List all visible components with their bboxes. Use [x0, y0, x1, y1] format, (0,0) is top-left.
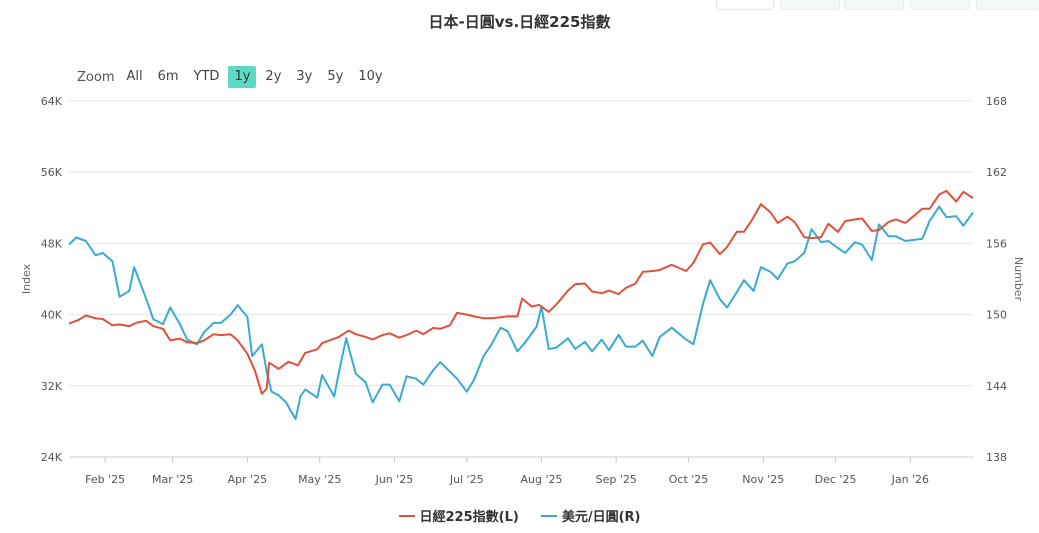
toolbar-button[interactable]	[780, 0, 840, 10]
range-button-10y[interactable]: 10y	[358, 69, 383, 84]
y-left-tick-label: 48K	[41, 237, 63, 250]
chart-title: 日本-日圓vs.日經225指數	[428, 13, 611, 31]
toolbar-buttons	[716, 0, 1039, 10]
range-button-3y[interactable]: 3y	[296, 69, 313, 84]
y-axis-left-title: Index	[20, 263, 33, 294]
x-tick-label: Jan '26	[891, 473, 929, 486]
range-button-6m[interactable]: 6m	[157, 69, 179, 84]
range-button-ytd[interactable]: YTD	[193, 69, 220, 84]
y-right-tick-label: 150	[986, 309, 1007, 322]
line-chart[interactable]: 24K 32K 40K 48K 56K 64K 138 144 150 156 162 168 Fe…	[0, 0, 1039, 500]
x-tick-label: Jul '25	[449, 473, 484, 486]
y-left-tick-label: 56K	[41, 166, 63, 179]
legend-label: 日經225指數(L)	[419, 510, 519, 525]
x-tick-label: Feb '25	[85, 473, 125, 486]
grid-lines	[69, 100, 973, 458]
x-tick-label: May '25	[298, 473, 341, 486]
y-axis-right: 138 144 150 156 162 168	[986, 95, 1007, 464]
x-tick-label: Apr '25	[228, 473, 268, 486]
x-tick-label: Oct '25	[669, 473, 709, 486]
range-button-all[interactable]: All	[126, 69, 143, 84]
range-button-5y[interactable]: 5y	[327, 69, 344, 84]
y-axis-left: 24K 32K 40K 48K 56K 64K	[41, 95, 63, 464]
y-left-tick-label: 64K	[41, 95, 63, 108]
x-tick-label: Nov '25	[742, 473, 784, 486]
legend-label: 美元/日圓(R)	[561, 510, 641, 525]
legend-item-usdjpy[interactable]: 美元/日圓(R)	[540, 506, 641, 525]
y-right-tick-label: 162	[986, 166, 1007, 179]
x-axis: Feb '25 Mar '25 Apr '25 May '25 Jun '25 Jul '…	[69, 456, 973, 486]
y-left-tick-label: 24K	[41, 451, 63, 464]
legend-swatch	[398, 514, 415, 517]
y-right-tick-label: 138	[986, 451, 1007, 464]
y-left-tick-label: 32K	[41, 380, 63, 393]
toolbar-button[interactable]	[910, 0, 970, 10]
toolbar-button[interactable]	[844, 0, 904, 10]
x-tick-label: Sep '25	[596, 473, 637, 486]
y-right-tick-label: 156	[986, 237, 1007, 250]
y-left-tick-label: 40K	[41, 309, 63, 322]
legend-item-nikkei[interactable]: 日經225指數(L)	[398, 506, 519, 525]
x-tick-label: Mar '25	[152, 473, 193, 486]
series-lines	[68, 189, 974, 420]
x-tick-label: Jun '25	[375, 473, 414, 486]
range-selector: Zoom All 6m YTD 1y 2y 3y 5y 10y	[77, 66, 392, 88]
toolbar-button[interactable]	[716, 0, 774, 10]
legend: 日經225指數(L) 美元/日圓(R)	[0, 506, 1039, 525]
toolbar-button[interactable]	[976, 0, 1039, 10]
y-right-tick-label: 144	[986, 380, 1007, 393]
series-line-nikkei	[68, 189, 974, 395]
series-line-usdjpy	[68, 205, 974, 420]
range-button-2y[interactable]: 2y	[265, 69, 282, 84]
y-axis-right-title: Number	[1012, 257, 1025, 302]
range-button-1y[interactable]: 1y	[228, 66, 257, 88]
zoom-label: Zoom	[77, 69, 115, 85]
x-tick-label: Dec '25	[815, 473, 857, 486]
legend-swatch	[540, 514, 557, 517]
y-right-tick-label: 168	[986, 95, 1007, 108]
x-tick-label: Aug '25	[520, 473, 562, 486]
